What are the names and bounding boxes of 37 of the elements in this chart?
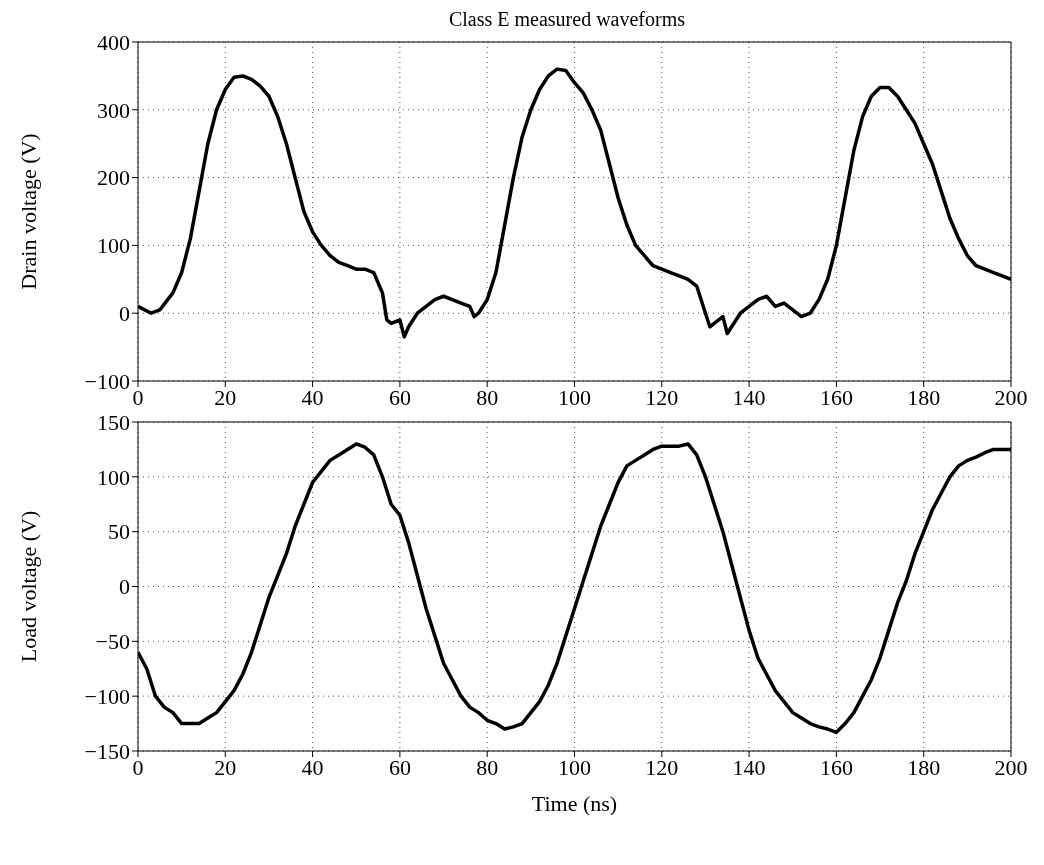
x-tick-label: 140 [732,754,766,780]
y-tick-label: 400 [97,29,130,55]
x-tick-label: 140 [732,384,766,410]
y-tick-label: −150 [84,738,130,764]
y-tick-label: −100 [84,683,130,709]
x-tick-label: 160 [819,384,853,410]
x-axis-title: Time (ns) [531,791,618,816]
x-tick-label: 200 [994,754,1028,780]
y-tick-label: 200 [97,165,130,191]
y-tick-label: 50 [108,519,130,545]
x-tick-label: 80 [476,384,499,410]
y-tick-label: 300 [97,97,130,123]
x-tick-label: 120 [645,754,679,780]
x-tick-label: 160 [819,754,853,780]
y-tick-label: 100 [97,464,130,490]
y-tick-label: 0 [119,301,130,327]
y-tick-label: 150 [97,409,130,435]
x-tick-label: 40 [301,384,324,410]
x-tick-label: 100 [558,384,591,410]
x-tick-label: 200 [994,384,1028,410]
x-tick-label: 100 [558,754,591,780]
x-tick-label: 60 [388,384,411,410]
y-axis-title: Drain voltage (V) [15,133,41,290]
x-tick-label: 40 [301,754,324,780]
y-axis-title: Load voltage (V) [15,510,41,663]
x-tick-label: 80 [476,754,499,780]
y-tick-label: 0 [119,574,130,600]
y-tick-label: 100 [97,233,130,259]
x-tick-label: 180 [907,754,941,780]
x-tick-label: 20 [214,384,237,410]
x-tick-label: 60 [388,754,411,780]
y-tick-label: −100 [84,368,130,394]
y-tick-label: −50 [95,629,130,655]
x-tick-label: 20 [214,754,237,780]
x-tick-label: 120 [645,384,679,410]
chart-title: Class E measured waveforms [447,8,686,31]
x-tick-label: 180 [907,384,941,410]
